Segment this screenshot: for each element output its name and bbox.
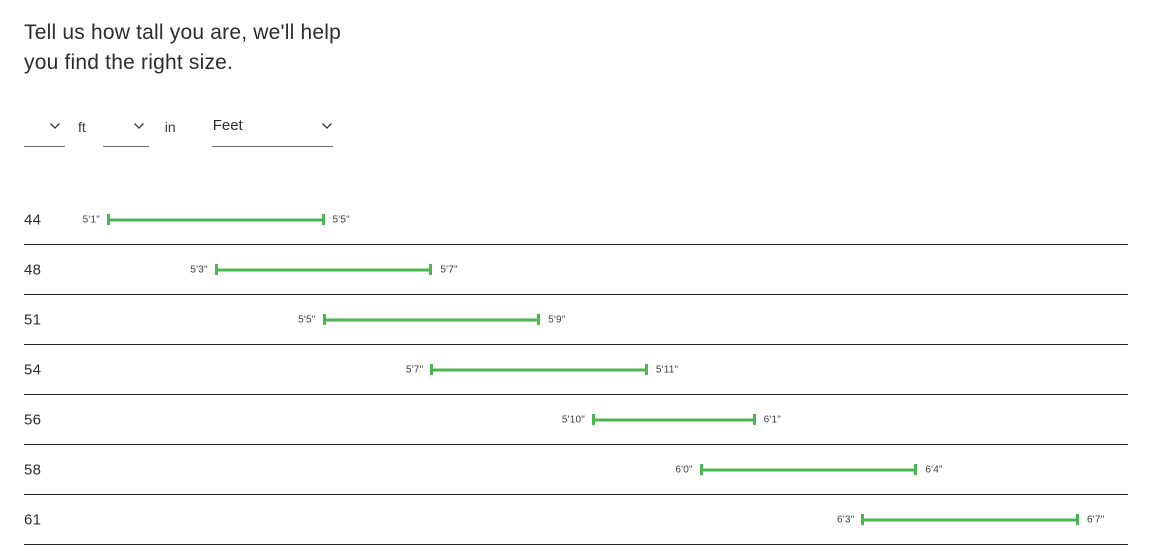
unit-select[interactable]: Feet <box>211 113 333 147</box>
range-bar-cap-right <box>429 264 433 275</box>
range-min-label: 5'5" <box>298 314 316 325</box>
range-bar-cap-left <box>214 264 218 275</box>
range-bar-cap-right <box>1075 514 1079 525</box>
range-bar-cap-left <box>592 414 595 425</box>
page-title-line-1: Tell us how tall you are, we'll help <box>24 21 342 44</box>
range-min-label: 5'1" <box>82 214 100 225</box>
feet-select[interactable] <box>24 113 65 147</box>
inches-unit-label: in <box>164 119 176 135</box>
size-row: 56 5'10" 6'1" <box>24 395 1128 445</box>
size-label: 48 <box>24 261 42 278</box>
range-min-label: 6'0" <box>675 464 693 475</box>
range-max-label: 5'11" <box>655 364 679 375</box>
feet-unit-label: ft <box>78 119 86 135</box>
range-bar-cap-right <box>914 464 918 475</box>
size-row: 61 6'3" 6'7" <box>24 495 1128 545</box>
range-bar-cap-left <box>107 214 110 225</box>
unit-select-value: Feet <box>212 117 243 134</box>
size-label: 56 <box>24 411 42 428</box>
chevron-down-icon <box>133 122 145 130</box>
range-bar-cap-right <box>537 314 541 325</box>
size-row: 54 5'7" 5'11" <box>24 345 1128 395</box>
range-bar-cap-left <box>861 514 865 525</box>
range-bar-cap-right <box>752 414 756 425</box>
page-title-line-2: you find the right size. <box>24 51 234 74</box>
chevron-down-icon <box>49 122 61 130</box>
chevron-down-icon <box>321 122 333 130</box>
height-range-bar <box>592 414 756 425</box>
range-bar-cap-right <box>321 214 325 225</box>
size-row: 51 5'5" 5'9" <box>24 295 1128 345</box>
range-max-label: 5'7" <box>440 264 458 275</box>
size-label: 61 <box>24 511 42 528</box>
range-min-label: 5'7" <box>405 364 424 375</box>
size-label: 51 <box>24 311 42 328</box>
range-max-label: 6'1" <box>763 414 782 425</box>
height-range-bar <box>107 214 325 225</box>
height-range-bar <box>214 264 433 275</box>
height-input-controls: ft in Feet <box>24 111 1138 147</box>
size-label: 54 <box>24 361 42 378</box>
height-range-bar <box>861 514 1079 525</box>
range-min-label: 5'3" <box>190 264 208 275</box>
range-bar-cap-left <box>322 314 326 325</box>
range-max-label: 6'4" <box>925 464 943 475</box>
range-min-label: 5'10" <box>561 414 585 425</box>
size-row: 58 6'0" 6'4" <box>24 445 1128 495</box>
height-range-bar <box>322 314 541 325</box>
size-row: 44 5'1" 5'5" <box>24 195 1128 245</box>
range-max-label: 5'5" <box>332 214 350 225</box>
range-bar-cap-left <box>699 464 703 475</box>
range-max-label: 6'7" <box>1087 514 1105 525</box>
size-height-chart: 44 5'1" 5'5" 48 5'3" 5'7" 51 5'5" 5'9" 54 5'7" 5'11… <box>24 195 1128 545</box>
range-bar-cap-right <box>644 364 648 375</box>
height-range-bar <box>699 464 918 475</box>
size-label: 44 <box>24 211 42 228</box>
inches-select[interactable] <box>102 113 149 147</box>
range-max-label: 5'9" <box>548 314 566 325</box>
page-title: Tell us how tall you are, we'll help you… <box>24 18 1138 78</box>
size-label: 58 <box>24 461 42 478</box>
size-row: 48 5'3" 5'7" <box>24 245 1128 295</box>
height-range-bar <box>430 364 648 375</box>
range-min-label: 6'3" <box>837 514 855 525</box>
range-bar-cap-left <box>430 364 434 375</box>
